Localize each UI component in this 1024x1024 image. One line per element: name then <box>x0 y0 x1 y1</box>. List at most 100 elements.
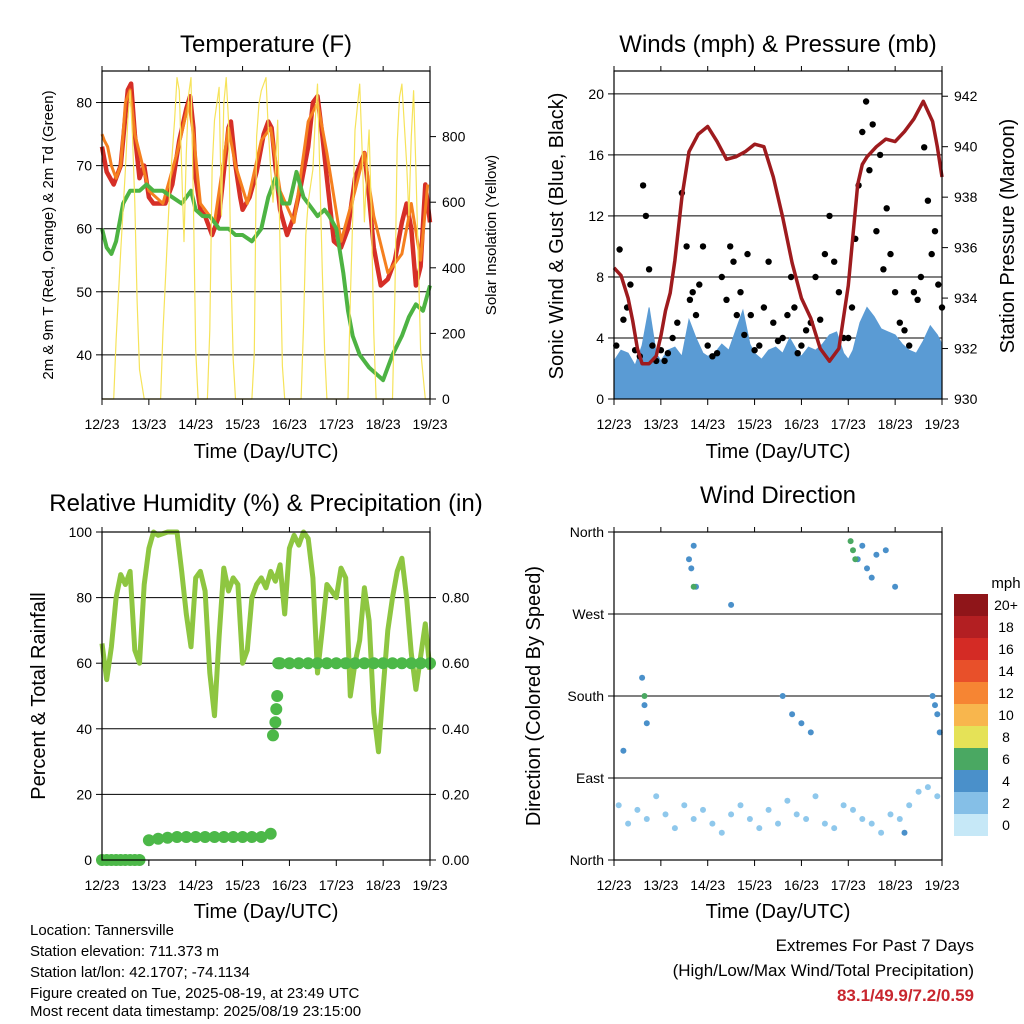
data-point <box>868 574 875 581</box>
data-point <box>835 289 843 296</box>
data-point <box>784 311 791 319</box>
data-point <box>873 551 880 558</box>
data-point <box>906 802 913 809</box>
data-point <box>358 657 371 670</box>
winds-y2label: Station Pressure (Maroon) <box>997 119 1019 354</box>
y-tick-label: 0 <box>596 391 604 407</box>
series-line <box>99 529 433 755</box>
y-tick-label: 80 <box>76 590 92 606</box>
data-point <box>779 334 786 342</box>
x-tick-label: 17/23 <box>319 416 354 432</box>
x-tick-label: 13/23 <box>643 877 678 893</box>
data-point <box>866 167 873 174</box>
data-point <box>869 121 876 128</box>
data-point <box>831 825 838 832</box>
direction-xlabel: Time (Day/UTC) <box>706 901 851 923</box>
data-point <box>311 657 324 670</box>
data-point <box>645 266 653 273</box>
footer-location: Location: Tannersville <box>30 922 174 939</box>
data-point <box>641 693 648 699</box>
colorbar-label: 6 <box>1002 751 1010 767</box>
humidity-panel: Relative Humidity (%) & Precipitation (i… <box>28 490 483 923</box>
data-point <box>639 182 647 189</box>
data-point <box>688 565 695 572</box>
data-point <box>161 831 174 844</box>
y2-tick-label: 200 <box>442 325 466 341</box>
y-tick-label: 100 <box>69 524 93 540</box>
y2-tick-label: 0.80 <box>442 590 469 606</box>
data-point <box>681 802 688 809</box>
data-point <box>756 825 763 832</box>
data-point <box>896 319 903 326</box>
data-point <box>713 350 721 357</box>
y-tick-label: North <box>570 524 604 540</box>
temperature-y2label: Solar Insolation (Yellow) <box>483 155 500 315</box>
data-point <box>831 258 838 265</box>
data-point <box>620 316 627 323</box>
data-point <box>704 342 711 349</box>
data-point <box>873 228 880 235</box>
y-tick-label: 8 <box>596 269 604 285</box>
data-point <box>727 243 734 250</box>
data-point <box>674 319 681 326</box>
colorbar-swatch <box>954 792 988 814</box>
temperature-title: Temperature (F) <box>180 31 352 58</box>
y2-tick-label: 930 <box>954 391 978 407</box>
data-point <box>270 703 283 716</box>
data-point <box>625 820 632 827</box>
data-point <box>747 311 754 319</box>
data-point <box>267 729 279 742</box>
y2-tick-label: 932 <box>954 341 978 357</box>
data-point <box>756 342 763 349</box>
data-point <box>878 829 885 836</box>
x-tick-label: 19/23 <box>924 877 959 893</box>
data-point <box>367 657 380 670</box>
data-point <box>690 583 697 590</box>
data-point <box>718 829 725 836</box>
extremes-subtitle: (High/Low/Max Wind/Total Precipitation) <box>672 961 974 980</box>
x-tick-label: 18/23 <box>366 877 401 893</box>
data-point <box>690 816 697 822</box>
humidity-ylabel: Percent & Total Rainfall <box>28 592 50 800</box>
y-tick-label: North <box>570 852 604 868</box>
data-point <box>723 296 730 303</box>
data-point <box>395 657 408 670</box>
data-point <box>935 281 942 288</box>
y2-tick-label: 942 <box>954 88 978 104</box>
data-point <box>784 797 791 804</box>
colorbar-swatch <box>954 726 988 748</box>
data-point <box>868 820 875 827</box>
y-tick-label: 80 <box>76 95 92 111</box>
x-tick-label: 14/23 <box>178 416 213 432</box>
data-point <box>821 820 828 827</box>
y2-tick-label: 0.00 <box>442 852 469 868</box>
data-point <box>880 266 887 273</box>
humidity-plot-area: 0 20 40 60 80 100 0.00 0.20 0.40 0.60 0.80 12/23 13/… <box>69 524 470 893</box>
winds-panel: Winds (mph) & Pressure (mb) 0 4 8 12 16 20 930… <box>546 31 1019 463</box>
x-tick-label: 14/23 <box>178 877 213 893</box>
y-tick-label: 16 <box>588 147 604 163</box>
winds-plot-area: 0 4 8 12 16 20 930 932 934 936 938 940 942 12/23 13/23… <box>588 66 978 432</box>
y-tick-label: 40 <box>76 721 92 737</box>
colorbar-swatch <box>954 616 988 638</box>
x-tick-label: 16/23 <box>784 416 819 432</box>
data-point <box>779 693 786 699</box>
colorbar-swatch <box>954 704 988 726</box>
data-point <box>914 296 921 303</box>
series-line <box>100 88 430 275</box>
plot-frame <box>613 531 943 861</box>
data-point <box>882 547 889 554</box>
x-tick-label: 18/23 <box>878 416 913 432</box>
data-point <box>245 831 258 843</box>
winds-xlabel: Time (Day/UTC) <box>706 441 851 463</box>
y-tick-label: 70 <box>76 158 92 174</box>
x-tick-label: 14/23 <box>690 877 725 893</box>
footer-elevation: Station elevation: 711.373 m <box>30 943 220 960</box>
x-tick-label: 15/23 <box>225 416 260 432</box>
winds-ylabel: Sonic Wind & Gust (Blue, Black) <box>546 93 568 380</box>
data-point <box>892 583 899 590</box>
x-tick-label: 13/23 <box>643 416 678 432</box>
data-point <box>271 690 284 702</box>
y2-tick-label: 400 <box>442 260 466 276</box>
x-tick-label: 12/23 <box>84 416 119 432</box>
